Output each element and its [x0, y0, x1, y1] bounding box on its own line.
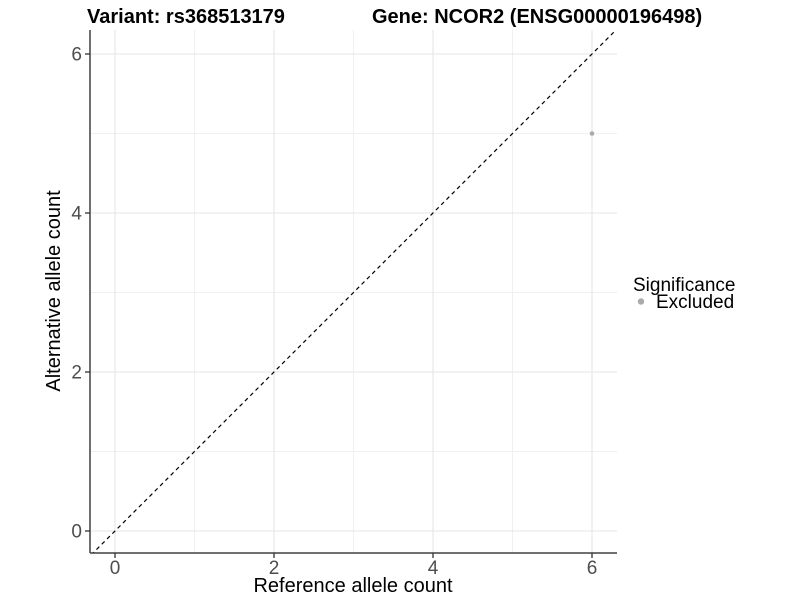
- y-tick-label: 4: [71, 204, 82, 225]
- y-tick-label: 6: [71, 45, 82, 66]
- x-tick-label: 0: [110, 558, 121, 579]
- legend: Significance Excluded: [633, 275, 735, 313]
- legend-marker-excluded-icon: [637, 298, 645, 305]
- data-point: [589, 131, 595, 136]
- y-axis-title: Alternative allele count: [43, 190, 65, 392]
- y-tick-label: 2: [71, 363, 82, 384]
- axes: 0 2 4 6 0 2 4 6: [71, 30, 617, 579]
- x-axis-title: Reference allele count: [253, 575, 452, 597]
- identity-line: [92, 30, 617, 553]
- y-tick-label: 0: [71, 522, 82, 543]
- x-tick-label: 2: [269, 558, 280, 579]
- plot-title-gene: Gene: NCOR2 (ENSG00000196498): [372, 6, 702, 28]
- legend-title: Significance: [633, 275, 735, 296]
- identity-line-layer: [92, 30, 617, 553]
- plot-title-variant: Variant: rs368513179: [87, 6, 285, 28]
- data-points: [589, 131, 595, 136]
- x-tick-label: 4: [428, 558, 439, 579]
- legend-label-excluded: Excluded: [656, 292, 734, 313]
- x-tick-label: 6: [587, 558, 598, 579]
